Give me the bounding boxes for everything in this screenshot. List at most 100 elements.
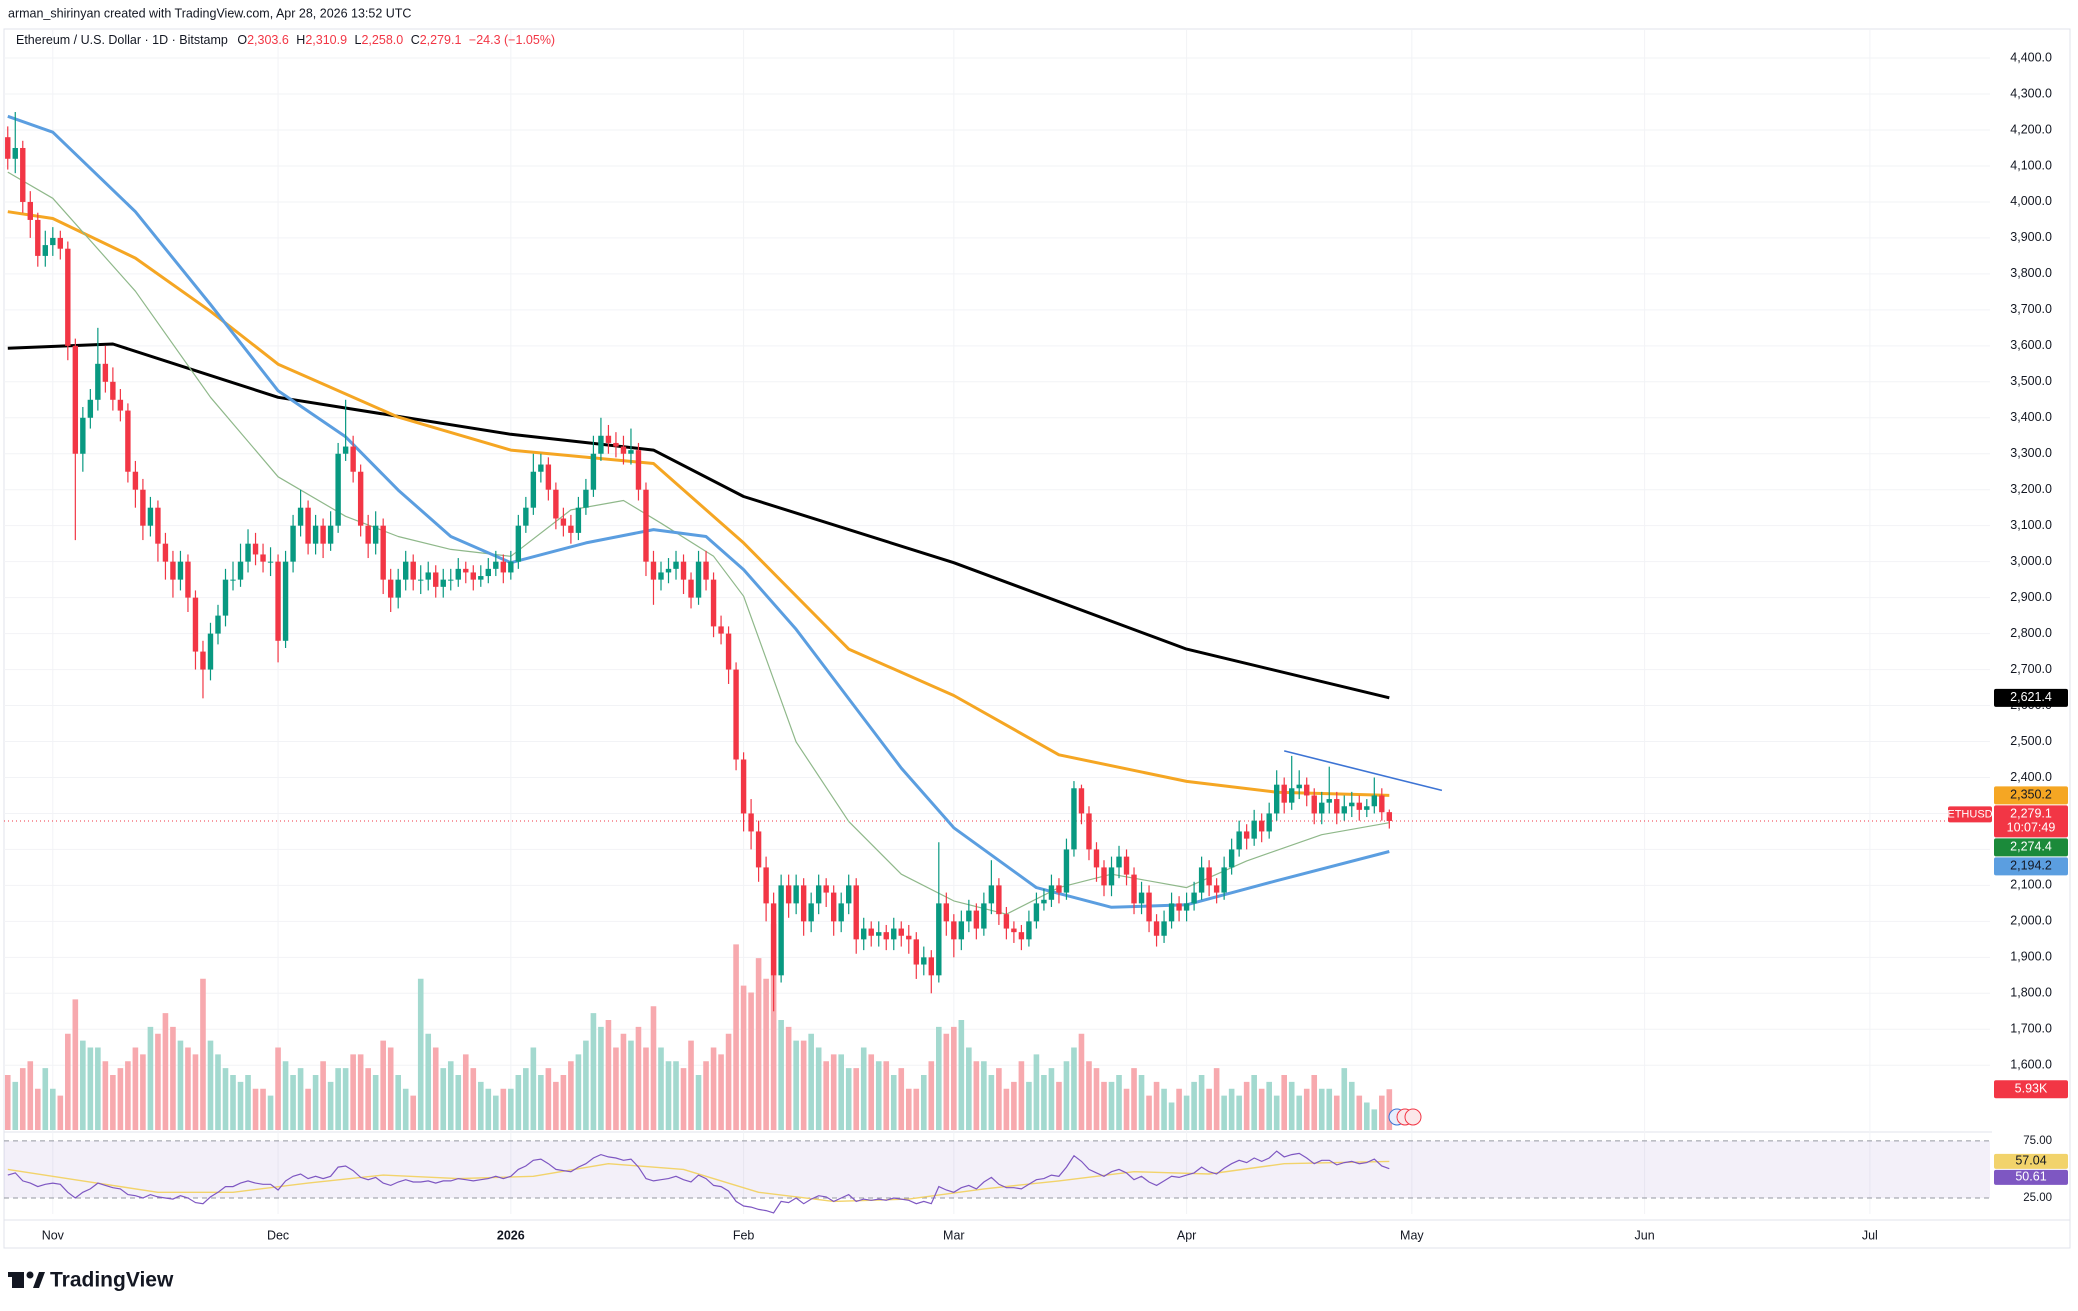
candle-body — [1176, 903, 1182, 911]
volume-bar — [875, 1061, 882, 1130]
volume-bar — [80, 1040, 86, 1130]
volume-bar — [568, 1061, 574, 1130]
volume-bar — [740, 985, 747, 1130]
volume-bar — [1078, 1033, 1085, 1130]
volume-bar — [350, 1054, 356, 1130]
volume-bar — [680, 1068, 687, 1130]
candle-body — [237, 561, 244, 580]
candle-body — [320, 525, 326, 544]
candle-body — [575, 507, 582, 533]
volume-bar — [1221, 1095, 1227, 1130]
volume-bar — [335, 1068, 341, 1130]
volume-bar — [1379, 1095, 1385, 1130]
volume-bar — [823, 1061, 829, 1130]
volume-bar — [1153, 1081, 1160, 1130]
candle-body — [710, 579, 717, 627]
legend-open: 2,303.6 — [247, 33, 289, 47]
volume-bar — [1356, 1095, 1363, 1130]
candle-body — [958, 921, 965, 940]
volume-bar — [800, 1040, 807, 1130]
volume-bar — [1243, 1081, 1250, 1130]
candle-body — [1011, 928, 1017, 933]
volume-bar — [117, 1068, 124, 1130]
volume-bar — [455, 1075, 462, 1130]
candle-body — [215, 615, 221, 634]
candle-body — [748, 813, 754, 832]
candle-body — [410, 561, 416, 580]
x-tick-label: Jun — [1635, 1228, 1655, 1242]
rsi-ma-line — [7, 1160, 1390, 1203]
candle-body — [643, 489, 649, 562]
volume-bar — [132, 1047, 139, 1130]
candle-body — [478, 576, 484, 580]
candle-body — [1371, 795, 1378, 807]
candle-body — [966, 910, 972, 922]
price-label-box — [1994, 688, 2068, 707]
volume-bar — [4, 1075, 11, 1130]
candle-body — [1311, 795, 1317, 814]
volume-bar — [1183, 1095, 1190, 1130]
candle-body — [5, 137, 11, 159]
volume-bar — [1251, 1075, 1257, 1130]
legend-l: L — [355, 33, 362, 47]
candle-body — [1101, 867, 1107, 886]
candle-body — [590, 453, 597, 490]
candle-body — [95, 363, 101, 400]
candle-body — [1183, 903, 1190, 911]
volume-bar — [913, 1088, 920, 1130]
price-label: 2,350.2 — [2010, 788, 2052, 802]
grid — [4, 30, 1990, 1214]
rsi-band — [4, 1140, 1990, 1198]
volume-bar — [1086, 1061, 1092, 1130]
volume-bar — [320, 1061, 326, 1130]
volume-bar — [1018, 1061, 1025, 1130]
volume-bar — [575, 1054, 582, 1130]
candle-body — [906, 935, 912, 940]
volume-bar — [110, 1075, 116, 1130]
candle-body — [1018, 932, 1025, 940]
candle-body — [1266, 813, 1272, 832]
y-tick-label: 3,600.0 — [2010, 338, 2052, 352]
candle-body — [1161, 921, 1167, 936]
candle-body — [1026, 921, 1032, 940]
price-label: 50.61 — [2015, 1170, 2046, 1184]
volume-bar — [12, 1081, 19, 1130]
candle-body — [50, 237, 56, 246]
candle-body — [222, 579, 229, 616]
volume-bar — [1146, 1095, 1152, 1130]
volume-bar — [725, 1033, 732, 1130]
moving-average — [7, 342, 1390, 700]
volume-bar — [1303, 1088, 1310, 1130]
rsi-pane — [4, 1140, 1990, 1214]
volume-bar — [538, 1075, 544, 1130]
volume-bar — [755, 958, 762, 1130]
volume-bar — [1161, 1088, 1167, 1130]
candle-body — [823, 885, 829, 893]
price-label: 2,194.2 — [2010, 859, 2052, 873]
volume-bar — [1198, 1075, 1205, 1130]
candle-body — [665, 568, 672, 573]
candle-body — [763, 867, 769, 904]
candle-body — [898, 928, 904, 936]
volume-bar — [485, 1088, 492, 1130]
candle-body — [943, 903, 950, 922]
candle-body — [673, 561, 679, 569]
volume-bar — [718, 1054, 724, 1130]
volume-bar — [1326, 1088, 1333, 1130]
candle-body — [305, 507, 311, 544]
volume-bar — [252, 1088, 259, 1130]
candle-body — [1341, 806, 1347, 814]
candle-body — [838, 903, 844, 922]
candle-body — [996, 885, 1002, 915]
y-tick-label: 4,300.0 — [2010, 86, 2052, 100]
y-tick-label: 3,700.0 — [2010, 302, 2052, 316]
candle-body — [267, 561, 274, 563]
legend-c: C — [411, 33, 420, 47]
candle-body — [72, 345, 79, 454]
volume-bar — [665, 1061, 672, 1130]
candle-body — [1258, 820, 1265, 832]
price-label: 2,279.1 — [2010, 807, 2052, 821]
volume-bar — [635, 1026, 642, 1130]
volume-bar — [245, 1075, 251, 1130]
volume-bar — [447, 1061, 454, 1130]
